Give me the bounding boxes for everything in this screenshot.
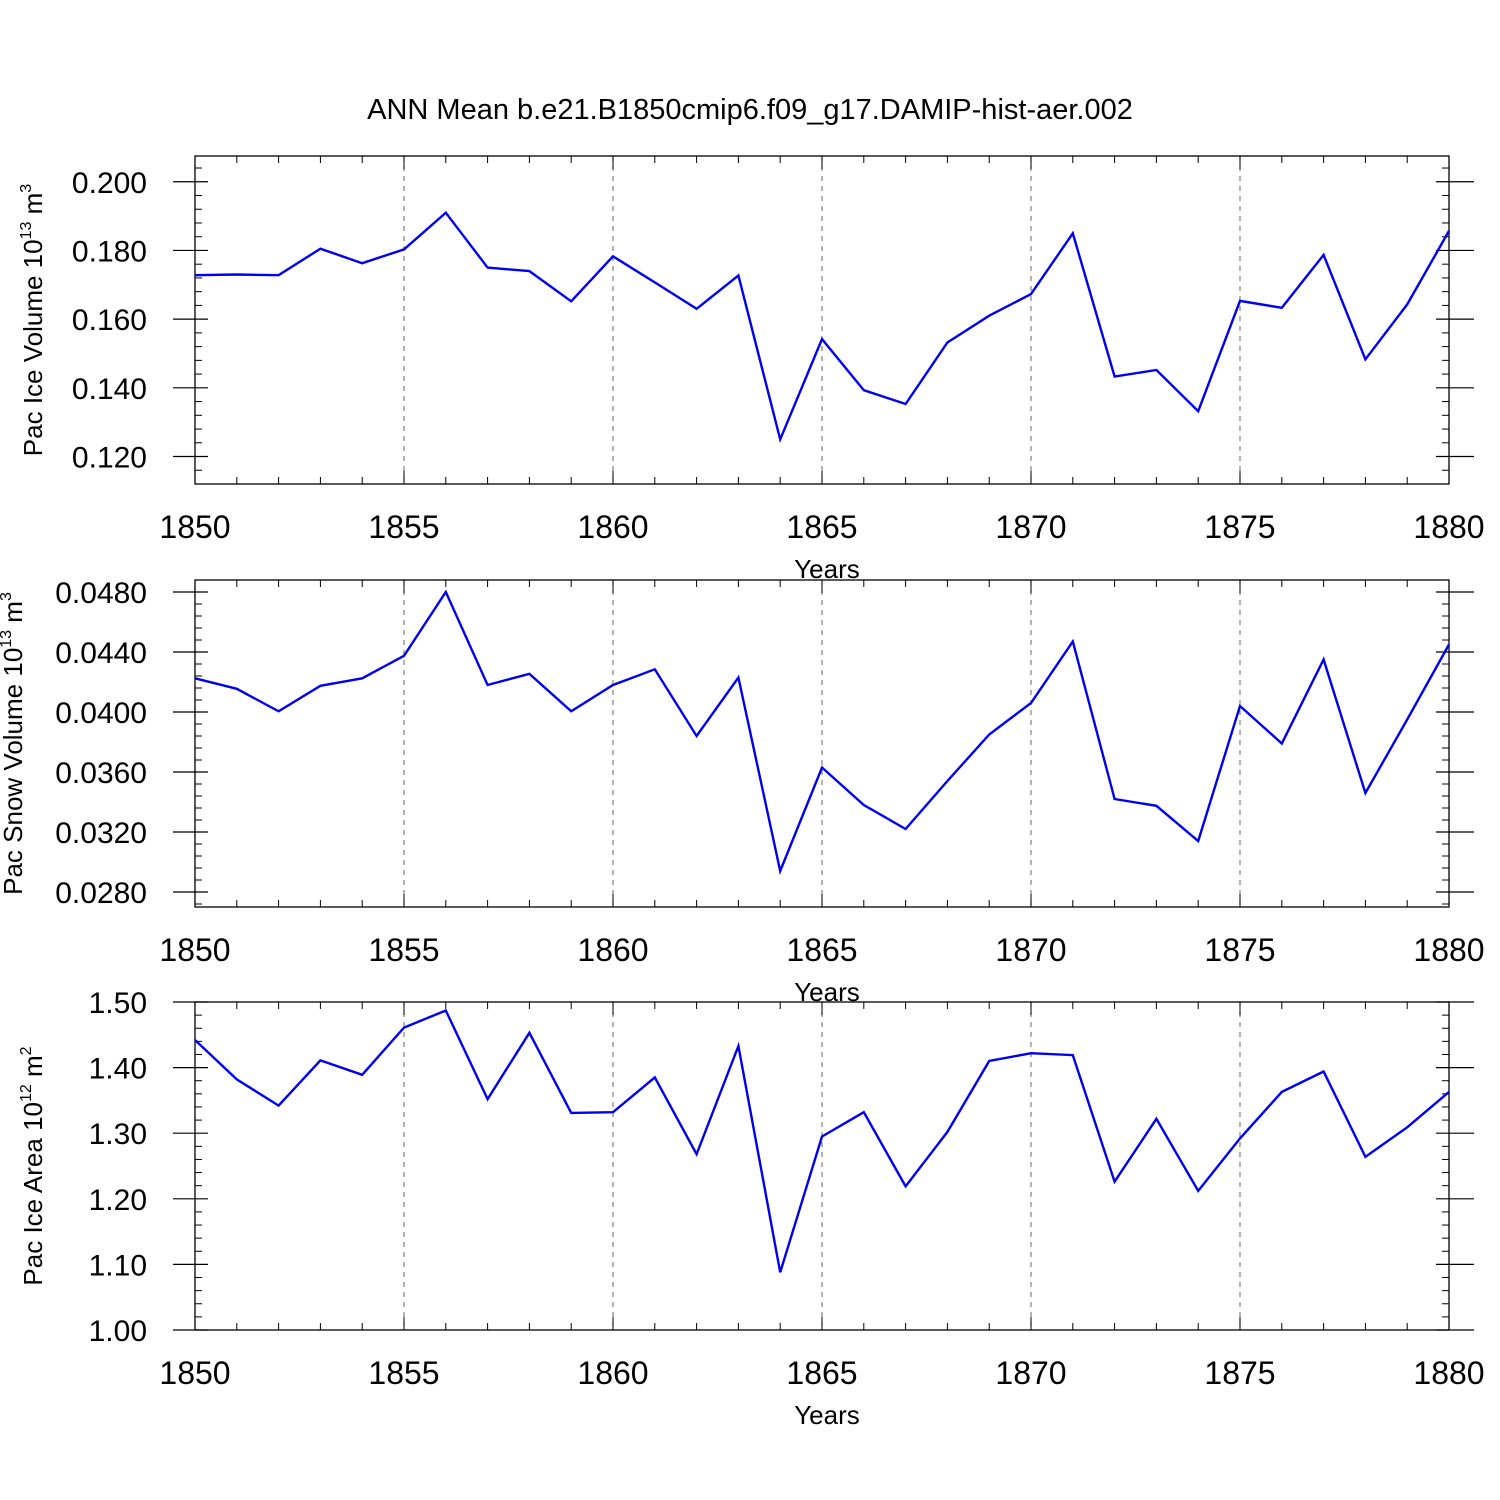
x-tick-label: 1880 (1413, 932, 1484, 968)
y-tick-label: 0.180 (72, 235, 147, 268)
y-tick-label: 0.0280 (55, 877, 147, 910)
x-tick-label: 1865 (786, 509, 857, 545)
chart-panels: 0.120 0.140 0.160 0.180 0.200 1850 1855 1860 186… (0, 155, 1485, 1430)
y-axis-label: Pac Ice Volume 1013 m3 (18, 184, 48, 457)
y-tick-label: 0.160 (72, 304, 147, 337)
x-axis-label: Years (794, 1400, 860, 1430)
x-tick-label: 1870 (995, 509, 1066, 545)
y-axis-label-unit-exponent: 2 (18, 1046, 35, 1055)
x-tick-label: 1870 (995, 1355, 1066, 1391)
y-axis-label-exponent: 13 (18, 221, 35, 239)
chart-title: ANN Mean b.e21.B1850cmip6.f09_g17.DAMIP-… (367, 94, 1133, 126)
x-tick-label: 1875 (1204, 1355, 1275, 1391)
x-tick-label: 1865 (786, 1355, 857, 1391)
y-tick-label: 0.0440 (55, 637, 147, 670)
y-tick-label: 0.140 (72, 373, 147, 406)
x-tick-label: 1860 (577, 509, 648, 545)
x-tick-label: 1875 (1204, 932, 1275, 968)
x-tick-label: 1870 (995, 932, 1066, 968)
x-tick-label: 1875 (1204, 509, 1275, 545)
x-tick-label: 1865 (786, 932, 857, 968)
y-tick-label: 0.0360 (55, 757, 147, 790)
x-axis-label: Years (794, 554, 860, 584)
y-tick-label: 0.0400 (55, 697, 147, 730)
y-axis-label-unit: m (18, 193, 48, 222)
y-tick-label: 1.40 (89, 1053, 147, 1086)
x-tick-label: 1850 (159, 1355, 230, 1391)
x-tick-label: 1850 (159, 932, 230, 968)
x-tick-label: 1880 (1413, 509, 1484, 545)
y-tick-label: 1.30 (89, 1118, 147, 1151)
y-axis-label-text: Pac Ice Volume 10 (18, 239, 48, 456)
y-tick-label: 0.120 (72, 442, 147, 475)
x-tick-label: 1860 (577, 932, 648, 968)
y-tick-label: 1.20 (89, 1184, 147, 1217)
y-axis-label-unit: m (18, 1055, 48, 1084)
x-tick-label: 1855 (368, 1355, 439, 1391)
chart-panel-3: 1.00 1.10 1.20 1.30 1.40 1.50 1850 1855 1860 1865… (18, 987, 1485, 1430)
y-axis-label-text: Pac Ice Area 10 (18, 1102, 48, 1286)
y-tick-label: 1.10 (89, 1249, 147, 1282)
y-axis-label: Pac Ice Area 1012 m2 (18, 1046, 48, 1285)
x-tick-label: 1855 (368, 932, 439, 968)
plot-frame (194, 1001, 1450, 1331)
x-tick-label: 1880 (1413, 1355, 1484, 1391)
y-axis-label-unit-exponent: 3 (18, 184, 35, 193)
y-axis-label-exponent: 13 (0, 630, 15, 648)
series-line (194, 1008, 1450, 1273)
y-axis-label: Pac Snow Volume 1013 m3 (0, 592, 28, 895)
y-axis-label-exponent: 12 (18, 1084, 35, 1102)
series-line (194, 210, 1451, 444)
y-axis-label-unit-exponent: 3 (0, 592, 15, 601)
y-tick-label: 0.0320 (55, 817, 147, 850)
x-tick-label: 1860 (577, 1355, 648, 1391)
chart-panel-1: 0.120 0.140 0.160 0.180 0.200 1850 1855 1860 186… (18, 155, 1485, 584)
y-axis-label-unit: m (0, 601, 28, 630)
x-tick-label: 1850 (159, 509, 230, 545)
x-tick-label: 1855 (368, 509, 439, 545)
y-axis-label-text: Pac Snow Volume 10 (0, 648, 28, 895)
chart-panel-2: 0.0280 0.0320 0.0360 0.0400 0.0440 0.0480 1850… (0, 577, 1485, 1007)
y-tick-label: 1.00 (89, 1315, 147, 1348)
y-tick-label: 0.0480 (55, 577, 147, 610)
plot-frame (194, 155, 1450, 485)
plot-frame (194, 579, 1450, 908)
y-tick-label: 1.50 (89, 987, 147, 1020)
y-tick-label: 0.200 (72, 167, 147, 200)
